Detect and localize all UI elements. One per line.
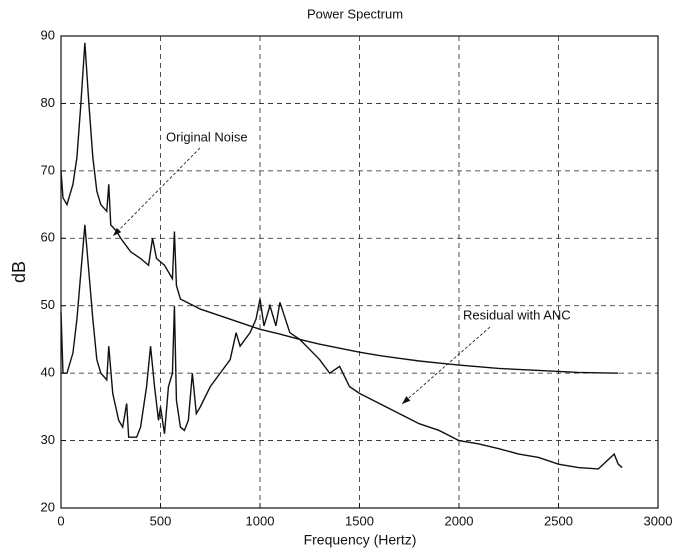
x-tick-label: 2000 [445, 513, 474, 528]
annotation-arrow [401, 326, 491, 405]
y-tick-label: 30 [41, 432, 55, 447]
series-line [60, 42, 619, 374]
y-tick-label: 20 [41, 499, 55, 514]
y-tick-label: 60 [41, 230, 55, 245]
annotation-arrowhead [113, 227, 122, 236]
annotation-arrow [112, 147, 201, 237]
x-tick-label: 2500 [544, 513, 573, 528]
x-tick-label: 1000 [246, 513, 275, 528]
y-tick-label: 70 [41, 162, 55, 177]
y-tick-label: 80 [41, 95, 55, 110]
x-tick-label: 3000 [644, 513, 673, 528]
x-tick-label: 500 [150, 513, 172, 528]
annotation-text: Residual with ANC [463, 307, 571, 322]
series-line [60, 224, 623, 470]
annotation-arrowhead [402, 396, 411, 404]
y-tick-label: 90 [41, 27, 55, 42]
x-axis-label: Frequency (Hertz) [304, 532, 417, 548]
y-tick-label: 40 [41, 365, 55, 380]
annotation-text: Original Noise [166, 129, 248, 144]
y-tick-label: 50 [41, 297, 55, 312]
y-axis-label: dB [9, 261, 29, 283]
x-tick-label: 1500 [345, 513, 374, 528]
x-tick-label: 0 [57, 513, 64, 528]
plot-frame [60, 35, 659, 509]
chart-title: Power Spectrum [307, 6, 403, 21]
